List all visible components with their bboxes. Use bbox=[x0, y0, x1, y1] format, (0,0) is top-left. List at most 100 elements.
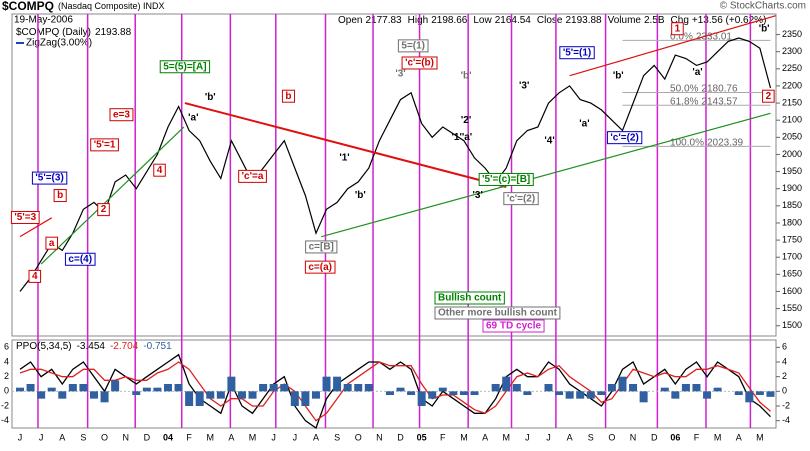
histogram-bar bbox=[132, 391, 141, 395]
wave-box bbox=[478, 172, 534, 186]
wave-box bbox=[153, 163, 166, 177]
y2-tick-label: 2 bbox=[782, 371, 787, 381]
histogram-bar bbox=[354, 384, 363, 392]
x-tick-label: S bbox=[588, 432, 594, 442]
wave-label: '5'=1 bbox=[94, 139, 116, 150]
wave-label: '3' bbox=[473, 190, 483, 201]
wave-box bbox=[606, 131, 643, 145]
fib-value: 2143.57 bbox=[701, 96, 738, 107]
histogram-bar bbox=[26, 384, 35, 392]
wave-box bbox=[304, 260, 336, 274]
histogram-bar bbox=[185, 391, 194, 406]
note: Other more bullish count bbox=[438, 308, 558, 319]
y-tick-label: 1700 bbox=[782, 252, 802, 262]
ppo-last: -0.751 bbox=[143, 341, 172, 352]
wave-box bbox=[503, 192, 539, 206]
quote-label: High bbox=[408, 15, 429, 26]
histogram-bar bbox=[385, 391, 394, 395]
histogram-bar bbox=[259, 384, 268, 392]
trend-line bbox=[40, 126, 185, 265]
x-tick-label: J bbox=[271, 432, 276, 442]
copyright: © StockCharts.com bbox=[720, 1, 806, 12]
histogram-bar bbox=[629, 384, 638, 392]
histogram-bar bbox=[37, 391, 46, 399]
histogram-bar bbox=[79, 384, 88, 392]
fib-pct: 50.0% bbox=[670, 83, 698, 94]
histogram-bar bbox=[142, 387, 151, 392]
legend-value: 2193.88 bbox=[95, 27, 132, 38]
x-tick-label: J bbox=[293, 432, 298, 442]
legend-name: $COMPQ (Daily) bbox=[16, 27, 91, 38]
wave-box bbox=[671, 22, 684, 36]
histogram-bar bbox=[681, 384, 690, 392]
wave-label: 4 bbox=[157, 165, 163, 176]
wave-label: '4' bbox=[544, 135, 554, 146]
x-tick-label: M bbox=[756, 432, 764, 442]
histogram-bar bbox=[216, 391, 225, 399]
wave-label: 'a' bbox=[692, 67, 702, 78]
histogram-bar bbox=[269, 384, 278, 392]
x-tick-label: S bbox=[80, 432, 86, 442]
wave-label: '3' bbox=[519, 81, 529, 92]
y2-tick-label-left: 4 bbox=[4, 356, 9, 366]
x-tick-label: O bbox=[608, 432, 615, 442]
fib-label: 61.8% 2143.57 bbox=[670, 96, 738, 107]
wave-label: '5'=(3) bbox=[35, 173, 63, 184]
x-tick-label: 05 bbox=[417, 432, 427, 442]
fib-pct: 0.0% bbox=[670, 31, 693, 42]
note-box bbox=[434, 291, 505, 305]
histogram-bar bbox=[766, 391, 775, 397]
note: Bullish count bbox=[438, 293, 502, 304]
histogram-bar bbox=[459, 391, 468, 395]
wave-label: 'c'=a bbox=[242, 171, 264, 182]
y2-tick-label: -4 bbox=[782, 415, 790, 425]
x-tick-label: D bbox=[651, 432, 658, 442]
y-tick-label: 2050 bbox=[782, 132, 802, 142]
wave-label: 'b' bbox=[205, 92, 216, 103]
histogram-bar bbox=[237, 391, 246, 399]
fib-value: 2023.39 bbox=[707, 137, 744, 148]
histogram-bar bbox=[607, 384, 616, 392]
quote-value: 2193.88 bbox=[565, 15, 602, 26]
y-tick-label: 1750 bbox=[782, 234, 802, 244]
wave-box bbox=[64, 252, 96, 266]
wave-box bbox=[97, 203, 110, 217]
histogram-bar bbox=[639, 391, 648, 403]
x-tick-label: D bbox=[397, 432, 404, 442]
wave-box bbox=[10, 210, 40, 224]
fib-pct: 61.8% bbox=[670, 96, 698, 107]
histogram-bar bbox=[576, 391, 585, 399]
wave-label: c=(a) bbox=[308, 262, 332, 273]
wave-label: 2 bbox=[766, 91, 772, 102]
histogram-bar bbox=[322, 376, 331, 392]
histogram-bar bbox=[470, 391, 479, 395]
wave-label: 'c'=(2) bbox=[610, 132, 638, 143]
wave-label: 'c'=(2) bbox=[507, 193, 535, 204]
histogram-bar bbox=[301, 391, 310, 406]
ppo-frame bbox=[11, 339, 777, 429]
x-tick-label: A bbox=[736, 432, 742, 442]
symbol: $COMPQ bbox=[2, 0, 54, 13]
y2-tick-label: -2 bbox=[782, 400, 790, 410]
x-tick-label: M bbox=[714, 432, 722, 442]
legend-ppo: PPO(5,34,5) -3.454 -2.704 -0.751 bbox=[16, 341, 172, 352]
histogram-bar bbox=[491, 384, 500, 392]
wave-label: 4 bbox=[32, 271, 38, 282]
histogram-bar bbox=[438, 387, 447, 392]
wave-box bbox=[109, 108, 134, 122]
y2-tick-label: 4 bbox=[782, 356, 787, 366]
price-frame bbox=[11, 13, 777, 337]
histogram-bar bbox=[206, 391, 215, 399]
histogram-bar bbox=[396, 387, 405, 392]
x-tick-label: F bbox=[694, 432, 700, 442]
wave-box bbox=[28, 269, 42, 283]
x-tick-label: 06 bbox=[670, 432, 680, 442]
x-tick-label: M bbox=[207, 432, 215, 442]
x-tick-label: O bbox=[355, 432, 362, 442]
wave-label: b bbox=[57, 190, 63, 201]
fib-label: 50.0% 2180.76 bbox=[670, 83, 738, 94]
fib-value: 2180.76 bbox=[701, 83, 738, 94]
date: 19-May-2006 bbox=[14, 15, 73, 26]
y-tick-label: 1600 bbox=[782, 286, 802, 296]
